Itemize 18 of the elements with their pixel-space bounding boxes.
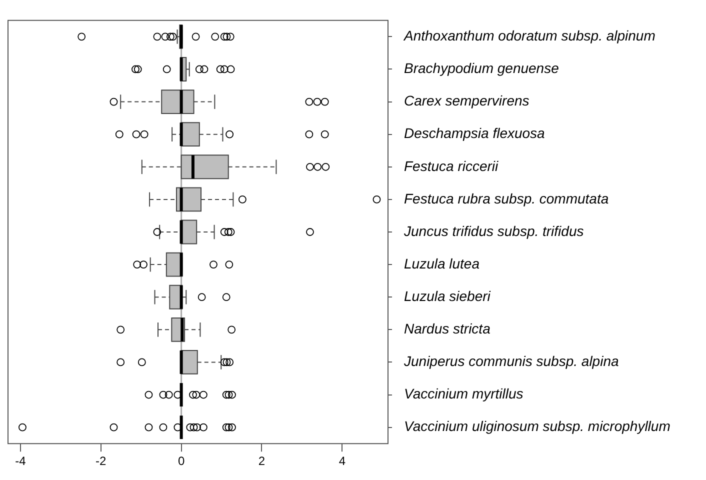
x-tick-label: 4 — [338, 454, 346, 468]
y-tick-label: Vaccinium uliginosum subsp. microphyllum — [404, 418, 671, 434]
y-tick-label: Festuca riccerii — [404, 158, 500, 174]
y-tick-label: Festuca rubra subsp. commutata — [404, 190, 609, 206]
y-tick-label: Luzula lutea — [404, 255, 480, 272]
y-tick-label: Juncus trifidus subsp. trifidus — [403, 222, 584, 239]
y-tick-label: Juniperus communis subsp. alpina — [403, 353, 619, 370]
y-tick-label: Vaccinium myrtillus — [404, 386, 524, 402]
y-tick-label: Anthoxanthum odoratum subsp. alpinum — [403, 28, 656, 44]
y-tick-label: Luzula sieberi — [404, 288, 492, 304]
y-tick-label: Carex sempervirens — [404, 92, 530, 109]
x-tick-label: 2 — [258, 454, 266, 468]
y-tick-label: Deschampsia flexuosa — [404, 125, 546, 142]
x-tick-label: -4 — [15, 454, 26, 468]
y-tick-label: Brachypodium genuense — [404, 60, 560, 76]
x-tick-label: -2 — [96, 454, 107, 468]
x-tick-label: 0 — [178, 454, 185, 468]
y-tick-label: Nardus stricta — [404, 320, 491, 337]
